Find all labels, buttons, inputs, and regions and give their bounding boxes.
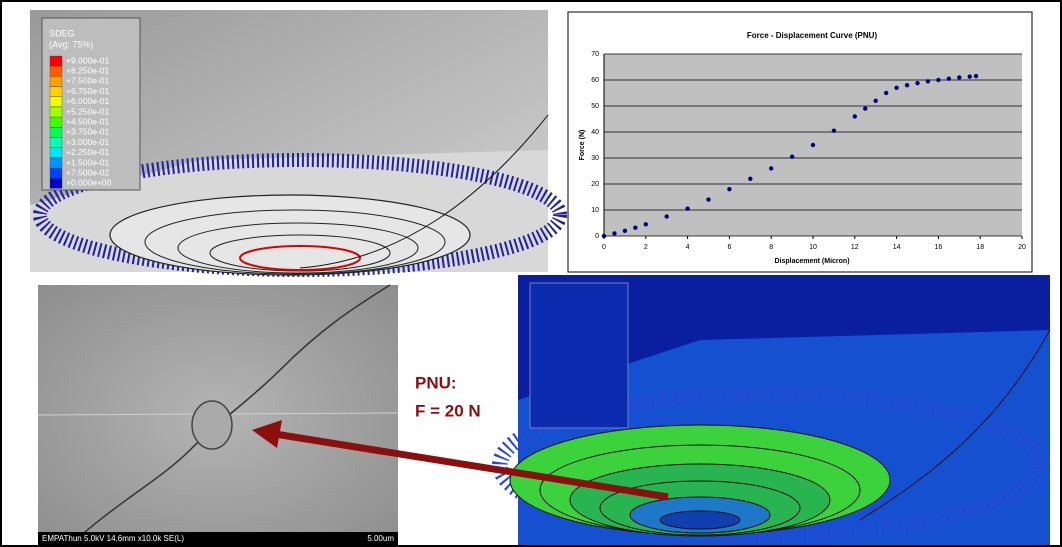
x-tick-label: 12 <box>851 244 859 251</box>
x-tick-label: 16 <box>935 244 943 251</box>
legend-swatch <box>49 168 63 179</box>
data-point <box>789 154 795 159</box>
y-tick-label: 60 <box>591 77 599 84</box>
chart-title: Force - Displacement Curve (PNU) <box>747 31 878 40</box>
sem-scale: 5.00um <box>367 534 394 543</box>
legend-label: +1.500e-01 <box>66 157 110 167</box>
data-point <box>622 228 628 233</box>
data-point <box>612 231 617 236</box>
data-point <box>852 114 857 119</box>
data-point <box>904 83 910 88</box>
sem-caption: EMPAThun 5.0kV 14.6mm x10.0k SE(L) <box>42 534 184 543</box>
x-axis-title: Displacement (Micron) <box>774 258 849 265</box>
x-tick-label: 2 <box>644 244 648 251</box>
data-point <box>664 214 669 219</box>
legend-swatch <box>49 66 63 77</box>
legend-label: +2.250e-01 <box>66 147 110 157</box>
legend-swatch <box>49 55 63 67</box>
legend-label: +7.500e-01 <box>66 76 110 86</box>
legend-label: +6.000e-01 <box>66 96 110 106</box>
data-point <box>883 90 889 96</box>
legend-swatch <box>49 127 63 138</box>
x-tick-label: 10 <box>809 244 817 251</box>
data-point <box>748 176 753 181</box>
x-tick-label: 20 <box>1018 244 1026 251</box>
x-tick-label: 14 <box>893 244 901 251</box>
legend-label: +8.250e-01 <box>66 65 110 75</box>
legend-label: +0.000e+00 <box>66 178 112 188</box>
legend-title: SDEG <box>49 28 75 38</box>
legend-label: +5.250e-01 <box>66 106 110 116</box>
legend-label: +3.750e-01 <box>66 127 110 137</box>
legend-swatch <box>49 157 63 169</box>
legend-swatch <box>49 76 63 87</box>
y-tick-label: 0 <box>595 233 599 240</box>
legend-swatch <box>49 106 63 118</box>
annotation-text: F = 20 N <box>415 401 481 420</box>
y-tick-label: 20 <box>591 181 599 188</box>
x-tick-label: 6 <box>727 244 731 251</box>
data-point <box>685 206 690 211</box>
y-tick-label: 50 <box>591 103 599 110</box>
data-point <box>706 197 711 202</box>
x-tick-label: 4 <box>686 244 690 251</box>
legend-label: +4.500e-01 <box>66 116 110 126</box>
y-tick-label: 30 <box>591 155 599 162</box>
y-axis-title: Force (N) <box>579 130 586 161</box>
legend-label: +7.500e-02 <box>66 167 110 177</box>
legend-swatch <box>49 117 63 128</box>
data-point <box>925 79 931 84</box>
data-point <box>973 73 979 79</box>
legend-swatch <box>49 86 63 97</box>
legend-swatch <box>49 178 63 189</box>
data-point <box>957 75 962 80</box>
legend-label: +6.750e-01 <box>66 86 110 96</box>
data-point <box>769 166 774 171</box>
x-tick-label: 18 <box>976 244 984 251</box>
x-tick-label: 8 <box>769 244 773 251</box>
data-point <box>894 85 899 91</box>
y-tick-label: 40 <box>591 129 599 136</box>
x-tick-label: 0 <box>602 244 606 251</box>
data-point <box>643 222 648 227</box>
annotation-text: PNU: <box>415 373 457 392</box>
data-point <box>863 106 868 111</box>
fe-bottom-image <box>492 275 1051 545</box>
data-point <box>967 74 972 79</box>
data-point <box>946 76 952 81</box>
data-point <box>633 225 638 230</box>
arrow <box>252 420 669 501</box>
legend-swatch <box>49 96 63 107</box>
data-point <box>873 98 878 104</box>
sem-image <box>37 284 399 546</box>
data-point <box>936 77 941 83</box>
data-point <box>727 187 732 192</box>
legend-label: +9.000e-01 <box>66 55 110 65</box>
y-tick-label: 10 <box>591 207 599 214</box>
data-point <box>810 142 816 148</box>
legend-label: +3.000e-01 <box>66 137 110 147</box>
data-point <box>915 80 920 86</box>
y-tick-label: 70 <box>591 51 599 58</box>
data-point <box>831 128 837 133</box>
legend-swatch <box>49 147 63 158</box>
legend-swatch <box>49 137 63 148</box>
data-point <box>601 233 607 239</box>
legend-subtitle: (Avg: 75%) <box>49 39 93 49</box>
